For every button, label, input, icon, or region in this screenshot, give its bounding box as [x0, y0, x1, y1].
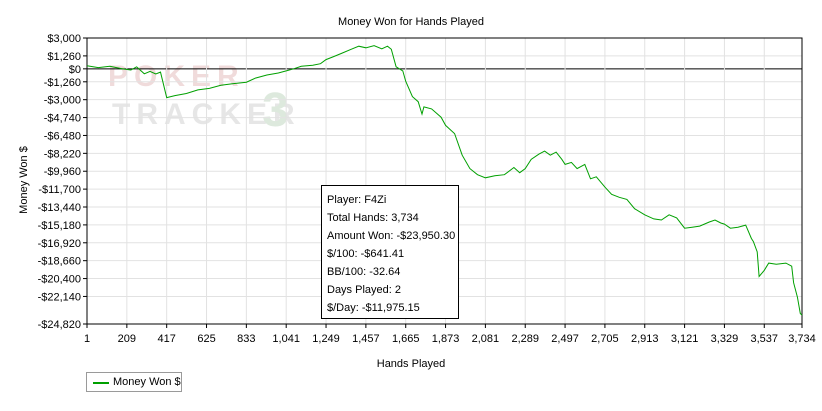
y-tick-label: -$3,000 — [44, 95, 81, 107]
plot-frame — [86, 37, 803, 325]
x-axis-label: Hands Played — [377, 358, 446, 370]
x-tick-label: 1,665 — [392, 333, 420, 345]
y-tick-label: $3,000 — [47, 33, 81, 45]
x-tick-label: 2,705 — [591, 333, 619, 345]
y-tick-label: $0 — [69, 64, 81, 76]
info-per-100: $/100: -$641.41 — [327, 248, 405, 260]
y-tick-label: -$4,740 — [44, 113, 81, 125]
y-tick-label: -$15,180 — [38, 220, 81, 232]
chart-title: Money Won for Hands Played — [338, 16, 484, 28]
x-tick-label: 1,873 — [432, 333, 460, 345]
x-tick-label: 1,041 — [272, 333, 300, 345]
x-tick-label: 1 — [84, 333, 90, 345]
axes: $3,000 $1,260$0-$1,260 -$3,000 -$4,740 -$6,4… — [38, 33, 816, 345]
info-amount-won: Amount Won: -$23,950.30 — [327, 230, 456, 242]
info-bb-per-100: BB/100: -32.64 — [327, 266, 401, 278]
info-per-day: $/Day: -$11,975.15 — [327, 302, 420, 314]
y-tick-label: -$24,820 — [38, 319, 81, 331]
x-tick-label: 417 — [157, 333, 175, 345]
watermark-poker: POKER — [108, 60, 245, 93]
series-layer — [86, 45, 803, 316]
y-tick-label: -$22,140 — [38, 291, 81, 303]
series-line-money-won — [86, 45, 803, 316]
y-tick-label: -$11,700 — [38, 184, 81, 196]
x-tick-label: 2,289 — [511, 333, 539, 345]
poker-tracker-watermark: POKER TRACKER 3 — [108, 60, 301, 137]
grid-lines — [87, 38, 802, 324]
legend-label: Money Won $ — [113, 376, 181, 388]
x-tick-label: 625 — [197, 333, 215, 345]
x-tick-label: 3,121 — [671, 333, 699, 345]
y-tick-label: -$1,260 — [44, 77, 81, 89]
y-tick-label: -$13,440 — [38, 202, 81, 214]
watermark-three: 3 — [262, 84, 289, 137]
y-tick-label: -$20,400 — [38, 274, 81, 286]
x-tick-label: 2,497 — [551, 333, 579, 345]
x-tick-label: 209 — [118, 333, 136, 345]
x-tick-label: 1,249 — [312, 333, 340, 345]
x-tick-label: 2,913 — [631, 333, 659, 345]
legend: Money Won $ — [86, 372, 182, 392]
legend-swatch — [93, 382, 109, 384]
y-tick-label: -$6,480 — [44, 130, 81, 142]
player-stats-box: Player: F4Zi Total Hands: 3,734 Amount W… — [321, 185, 459, 319]
x-tick-label: 3,537 — [751, 333, 779, 345]
x-tick-label: 3,734 — [788, 333, 816, 345]
y-axis-label: Money Won $ — [18, 146, 30, 214]
y-tick-label: $1,260 — [47, 51, 81, 63]
info-days-played: Days Played: 2 — [327, 284, 401, 296]
info-total-hands: Total Hands: 3,734 — [327, 212, 419, 224]
info-player: Player: F4Zi — [327, 194, 387, 206]
y-tick-label: -$18,660 — [38, 256, 81, 268]
x-tick-label: 3,329 — [711, 333, 739, 345]
x-tick-label: 2,081 — [472, 333, 500, 345]
watermark-tracker: TRACKER — [112, 98, 301, 131]
y-tick-label: -$9,960 — [44, 166, 81, 178]
x-tick-label: 1,457 — [352, 333, 380, 345]
x-tick-label: 833 — [237, 333, 255, 345]
y-tick-label: -$8,220 — [44, 148, 81, 160]
y-tick-label: -$16,920 — [38, 238, 81, 250]
